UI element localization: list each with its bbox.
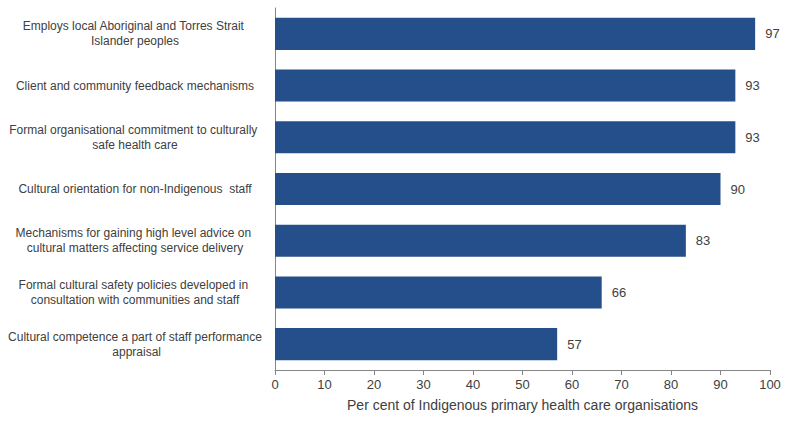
- svg-text:70: 70: [614, 377, 628, 392]
- svg-text:consultation with communities: consultation with communities and staff: [31, 293, 240, 307]
- svg-text:93: 93: [745, 130, 759, 145]
- svg-text:Cultural orientation for non-I: Cultural orientation for non-Indigenous …: [18, 182, 252, 196]
- svg-text:40: 40: [466, 377, 480, 392]
- svg-text:50: 50: [515, 377, 529, 392]
- svg-text:93: 93: [745, 78, 759, 93]
- svg-text:Formal cultural safety policie: Formal cultural safety policies develope…: [19, 278, 252, 292]
- svg-text:safe health care: safe health care: [92, 138, 178, 152]
- svg-text:57: 57: [567, 337, 581, 352]
- svg-text:100: 100: [759, 377, 781, 392]
- svg-text:30: 30: [416, 377, 430, 392]
- svg-text:90: 90: [713, 377, 727, 392]
- svg-text:66: 66: [612, 285, 626, 300]
- svg-text:Employs local Aboriginal and T: Employs local Aboriginal and Torres Stra…: [23, 19, 248, 33]
- svg-text:Cultural competence a part of: Cultural competence a part of staff perf…: [8, 330, 262, 344]
- svg-text:Islander peoples: Islander peoples: [91, 34, 179, 48]
- svg-text:appraisal: appraisal: [109, 345, 161, 359]
- svg-text:80: 80: [664, 377, 678, 392]
- svg-text:Formal organisational commitme: Formal organisational commitment to cult…: [9, 123, 260, 137]
- svg-text:Per cent of Indigenous primary: Per cent of Indigenous primary health ca…: [347, 397, 698, 413]
- svg-text:20: 20: [367, 377, 381, 392]
- svg-text:10: 10: [317, 377, 331, 392]
- svg-text:90: 90: [731, 182, 745, 197]
- svg-text:83: 83: [696, 233, 710, 248]
- svg-text:Client and community feedback: Client and community feedback mechanisms: [16, 79, 254, 93]
- svg-text:97: 97: [765, 26, 779, 41]
- svg-text:0: 0: [271, 377, 278, 392]
- svg-text:60: 60: [565, 377, 579, 392]
- svg-text:cultural matters affecting ser: cultural matters affecting service deliv…: [27, 241, 244, 255]
- svg-text:Mechanisms for gaining high le: Mechanisms for gaining high level advice…: [16, 226, 255, 240]
